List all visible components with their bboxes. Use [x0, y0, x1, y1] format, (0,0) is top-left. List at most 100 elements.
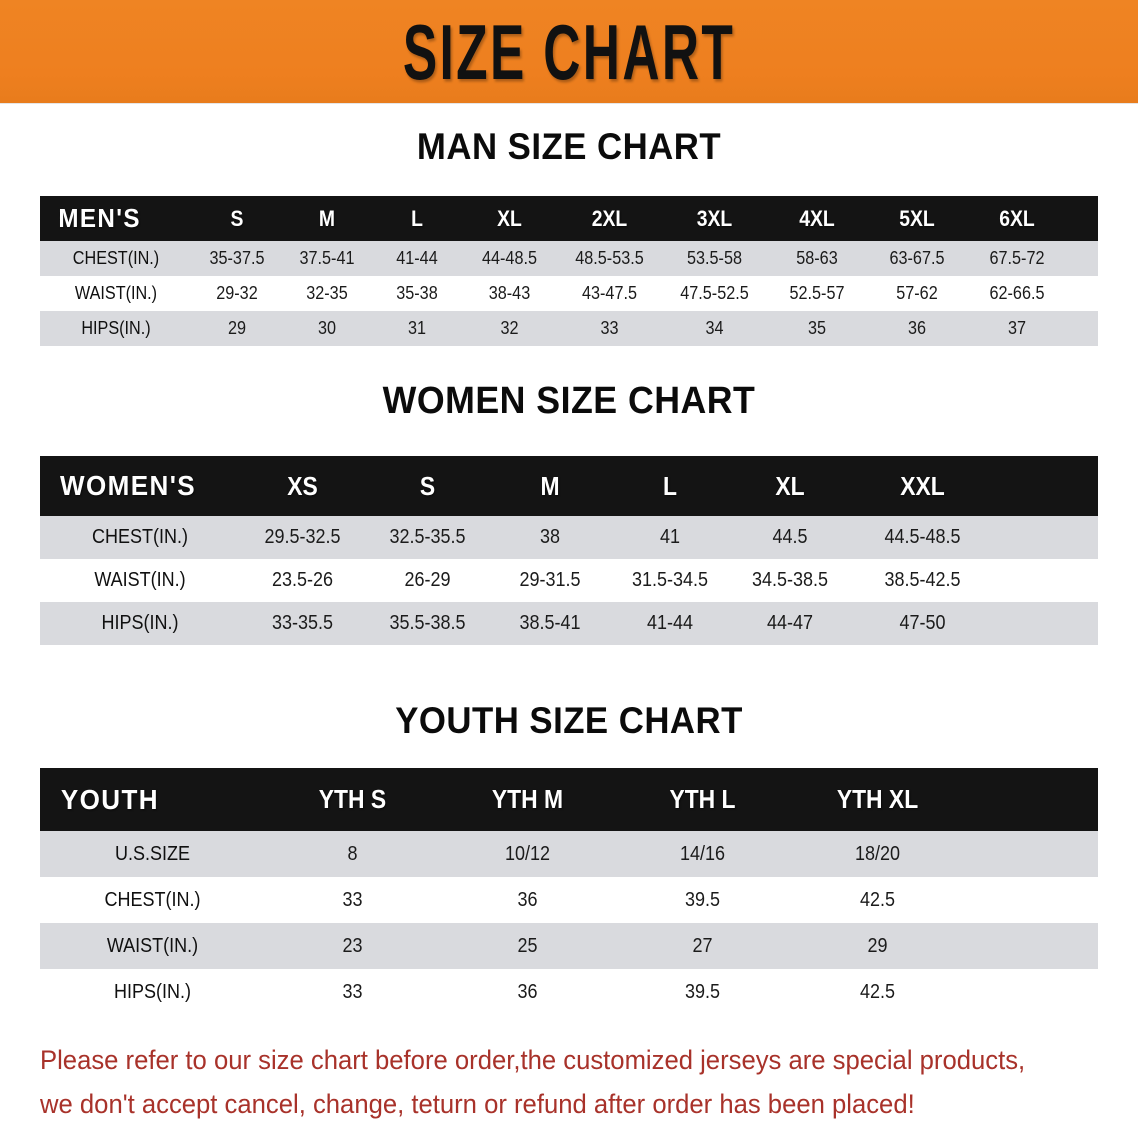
- women-cell: 35.5-38.5: [365, 602, 490, 645]
- youth-col-header: YTH L: [615, 768, 790, 831]
- women-col-header: XL: [730, 456, 850, 516]
- table-row: WAIST(IN.) 29-32 32-35 35-38 38-43 43-47…: [40, 276, 1098, 311]
- table-row: CHEST(IN.) 35-37.5 37.5-41 41-44 44-48.5…: [40, 241, 1098, 276]
- women-col-header: XXL: [850, 456, 995, 516]
- men-row-label: WAIST(IN.): [40, 276, 192, 311]
- men-cell: 31: [372, 311, 462, 346]
- women-header-row: WOMEN'S XS S M L XL XXL: [40, 456, 1098, 516]
- youth-col-header-spacer: [965, 768, 1098, 831]
- men-cell-spacer: [1067, 311, 1098, 346]
- men-cell: 33: [557, 311, 662, 346]
- men-cell: 29-32: [192, 276, 282, 311]
- women-section-heading: WOMEN SIZE CHART: [34, 380, 1104, 423]
- table-row: HIPS(IN.) 33-35.5 35.5-38.5 38.5-41 41-4…: [40, 602, 1098, 645]
- men-size-table: MEN'S S M L XL 2XL 3XL 4XL 5XL 6XL CHEST…: [40, 196, 1098, 346]
- youth-size-table: YOUTH YTH S YTH M YTH L YTH XL U.S.SIZE …: [40, 768, 1098, 1015]
- women-cell: 47-50: [850, 602, 995, 645]
- men-cell: 37.5-41: [282, 241, 372, 276]
- women-cell: 33-35.5: [240, 602, 365, 645]
- men-cell: 53.5-58: [662, 241, 767, 276]
- table-row: U.S.SIZE 8 10/12 14/16 18/20: [40, 831, 1098, 877]
- women-cell: 41-44: [610, 602, 730, 645]
- youth-col-header: YTH M: [440, 768, 615, 831]
- youth-col-header: YTH S: [265, 768, 440, 831]
- banner-title: SIZE CHART: [402, 7, 736, 96]
- women-cell: 38.5-41: [490, 602, 610, 645]
- women-col-header: S: [365, 456, 490, 516]
- youth-cell: 14/16: [615, 831, 790, 877]
- men-col-header: M: [282, 196, 372, 241]
- men-cell: 36: [867, 311, 967, 346]
- men-cell-spacer: [1067, 276, 1098, 311]
- women-row-label: HIPS(IN.): [40, 602, 240, 645]
- women-cell: 32.5-35.5: [365, 516, 490, 559]
- disclaimer-line-2: we don't accept cancel, change, teturn o…: [40, 1089, 915, 1119]
- men-cell: 38-43: [462, 276, 557, 311]
- man-section-heading-text: MAN SIZE CHART: [416, 126, 722, 167]
- youth-cell-spacer: [965, 831, 1098, 877]
- women-cell: 29-31.5: [490, 559, 610, 602]
- table-row: WAIST(IN.) 23.5-26 26-29 29-31.5 31.5-34…: [40, 559, 1098, 602]
- women-cell-spacer: [995, 602, 1098, 645]
- men-cell: 35: [767, 311, 867, 346]
- youth-cell: 29: [790, 923, 965, 969]
- youth-cell-spacer: [965, 877, 1098, 923]
- youth-cell: 8: [265, 831, 440, 877]
- men-cell-spacer: [1067, 241, 1098, 276]
- disclaimer-note: Please refer to our size chart before or…: [40, 1038, 1047, 1126]
- women-cell: 38: [490, 516, 610, 559]
- women-cell: 34.5-38.5: [730, 559, 850, 602]
- men-corner-label: MEN'S: [40, 196, 192, 241]
- men-col-header: L: [372, 196, 462, 241]
- men-cell: 67.5-72: [967, 241, 1067, 276]
- youth-row-label: WAIST(IN.): [40, 923, 265, 969]
- men-cell: 32: [462, 311, 557, 346]
- men-col-header: 5XL: [867, 196, 967, 241]
- women-col-header: M: [490, 456, 610, 516]
- youth-row-label: HIPS(IN.): [40, 969, 265, 1015]
- youth-cell-spacer: [965, 969, 1098, 1015]
- youth-cell: 39.5: [615, 877, 790, 923]
- youth-cell: 25: [440, 923, 615, 969]
- women-corner-label: WOMEN'S: [40, 456, 240, 516]
- women-cell: 26-29: [365, 559, 490, 602]
- youth-cell-spacer: [965, 923, 1098, 969]
- youth-cell: 42.5: [790, 969, 965, 1015]
- men-cell: 47.5-52.5: [662, 276, 767, 311]
- men-col-header-spacer: [1067, 196, 1098, 241]
- men-col-header: 2XL: [557, 196, 662, 241]
- banner: SIZE CHART: [0, 0, 1138, 103]
- youth-cell: 39.5: [615, 969, 790, 1015]
- youth-cell: 33: [265, 969, 440, 1015]
- table-row: WAIST(IN.) 23 25 27 29: [40, 923, 1098, 969]
- men-row-label: CHEST(IN.): [40, 241, 192, 276]
- men-cell: 34: [662, 311, 767, 346]
- youth-cell: 42.5: [790, 877, 965, 923]
- women-section-heading-text: WOMEN SIZE CHART: [382, 380, 756, 422]
- men-cell: 48.5-53.5: [557, 241, 662, 276]
- women-cell: 44.5: [730, 516, 850, 559]
- disclaimer-line-1: Please refer to our size chart before or…: [40, 1045, 1026, 1075]
- women-row-label: CHEST(IN.): [40, 516, 240, 559]
- youth-row-label: U.S.SIZE: [40, 831, 265, 877]
- women-cell: 41: [610, 516, 730, 559]
- women-cell: 44-47: [730, 602, 850, 645]
- youth-section-heading-text: YOUTH SIZE CHART: [395, 700, 743, 741]
- men-cell: 62-66.5: [967, 276, 1067, 311]
- men-cell: 44-48.5: [462, 241, 557, 276]
- women-cell: 38.5-42.5: [850, 559, 995, 602]
- youth-corner-label: YOUTH: [40, 768, 265, 831]
- women-cell-spacer: [995, 516, 1098, 559]
- table-row: HIPS(IN.) 29 30 31 32 33 34 35 36 37: [40, 311, 1098, 346]
- youth-cell: 23: [265, 923, 440, 969]
- men-col-header: 6XL: [967, 196, 1067, 241]
- women-cell: 29.5-32.5: [240, 516, 365, 559]
- youth-cell: 33: [265, 877, 440, 923]
- youth-header-row: YOUTH YTH S YTH M YTH L YTH XL: [40, 768, 1098, 831]
- women-col-header: L: [610, 456, 730, 516]
- women-col-header-spacer: [995, 456, 1098, 516]
- men-col-header: 4XL: [767, 196, 867, 241]
- youth-section-heading: YOUTH SIZE CHART: [34, 700, 1104, 742]
- youth-cell: 36: [440, 877, 615, 923]
- youth-cell: 18/20: [790, 831, 965, 877]
